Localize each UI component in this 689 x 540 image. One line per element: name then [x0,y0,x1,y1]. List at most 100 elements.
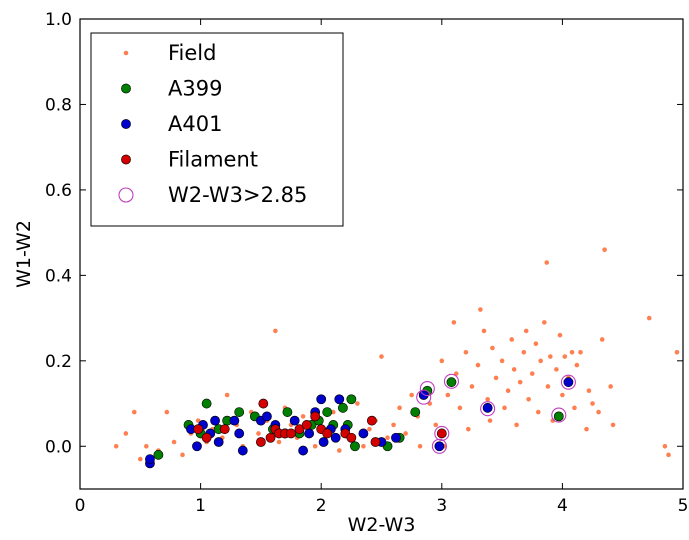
point-field-53 [457,405,463,411]
point-a399-17 [346,394,357,405]
point-field-31 [336,448,342,453]
point-filament-19 [436,428,447,439]
y-tick-label: 0.2 [45,352,72,372]
point-w2-w3-2-85-0 [419,381,435,397]
x-axis-title: W2-W3 [348,514,416,536]
point-field-25 [300,414,306,419]
point-filament-17 [366,415,377,426]
point-field-94 [590,401,595,406]
point-field-48 [439,358,445,364]
point-field-79 [544,260,550,265]
point-field-77 [538,358,543,364]
plot-area [113,247,680,469]
point-filament-4 [258,398,269,409]
point-a399-23 [446,377,457,388]
point-a401-20 [318,437,329,447]
point-field-91 [578,349,583,355]
point-a399-3 [201,398,212,409]
point-field-3 [138,456,143,462]
point-filament-2 [219,424,230,435]
point-field-76 [535,409,541,415]
point-field-38 [379,354,384,359]
point-field-18 [256,431,261,436]
point-field-47 [433,422,439,428]
point-field-1 [123,431,129,436]
point-field-43 [409,392,414,398]
point-field-80 [545,384,551,389]
y-tick-label: 1.0 [45,10,72,30]
point-filament-11 [301,420,312,430]
point-field-65 [502,405,507,411]
point-field-8 [180,452,185,458]
point-field-61 [487,418,493,423]
point-w2-w3-2-85-3 [480,401,496,417]
point-a401-8 [229,415,240,426]
point-field-42 [403,431,408,436]
point-a401-31 [563,377,574,388]
point-field-101 [662,443,668,449]
point-field-56 [469,384,475,389]
point-field-14 [224,392,230,398]
point-field-73 [526,396,531,402]
point-field-93 [586,388,592,394]
point-filament-1 [201,432,212,443]
point-a399-9 [282,407,293,417]
point-field-97 [602,247,607,253]
point-a399-13 [322,407,333,417]
point-filament-3 [255,437,266,447]
point-field-103 [674,349,680,355]
point-field-2 [131,409,137,415]
point-field-72 [523,328,529,334]
point-field-34 [355,401,360,406]
point-field-84 [557,332,563,338]
point-a401-22 [330,432,341,443]
point-a401-10 [237,445,248,456]
point-field-51 [451,320,457,325]
point-field-55 [466,426,471,432]
point-field-86 [562,354,568,359]
point-a401-25 [358,428,369,439]
point-field-39 [385,435,390,441]
x-tick-label: 2 [316,496,327,516]
point-a399-21 [410,407,421,417]
point-field-67 [509,337,515,342]
point-field-4 [144,443,149,449]
point-a401-3 [192,441,202,452]
legend-label: W2-W3>2.85 [168,183,307,207]
point-field-7 [171,439,177,445]
point-field-99 [610,422,616,428]
point-filament-14 [322,428,333,439]
y-axis-title: W1-W2 [13,220,35,288]
legend-label: Field [168,41,216,65]
x-tick-label: 3 [436,496,447,516]
legend-marker [121,154,131,165]
point-field-71 [521,349,527,355]
point-a401-17 [304,428,315,439]
point-field-69 [514,422,519,428]
point-filament-18 [370,437,381,447]
point-filament-16 [346,432,357,443]
point-field-92 [584,426,589,432]
y-tick-label: 0.8 [45,95,72,115]
point-field-50 [445,392,451,398]
y-tick-label: 0.4 [45,266,72,286]
y-tick-label: 0.6 [45,181,72,201]
point-field-45 [417,443,423,449]
point-a399-18 [350,441,360,452]
point-a401-23 [334,394,345,405]
point-field-6 [164,409,170,415]
legend-marker [121,83,131,94]
point-w2-w3-2-85-5 [551,407,567,423]
point-w2-w3-2-85-7 [434,425,450,442]
point-a399-24 [553,411,564,422]
point-a401-9 [234,428,245,439]
point-a401-7 [213,437,224,447]
point-a401-30 [482,402,493,413]
point-field-40 [391,422,396,428]
point-filament-10 [294,424,305,435]
point-a399-0 [153,449,164,460]
point-field-21 [276,439,282,445]
point-filament-12 [310,411,321,422]
point-field-95 [596,409,601,415]
